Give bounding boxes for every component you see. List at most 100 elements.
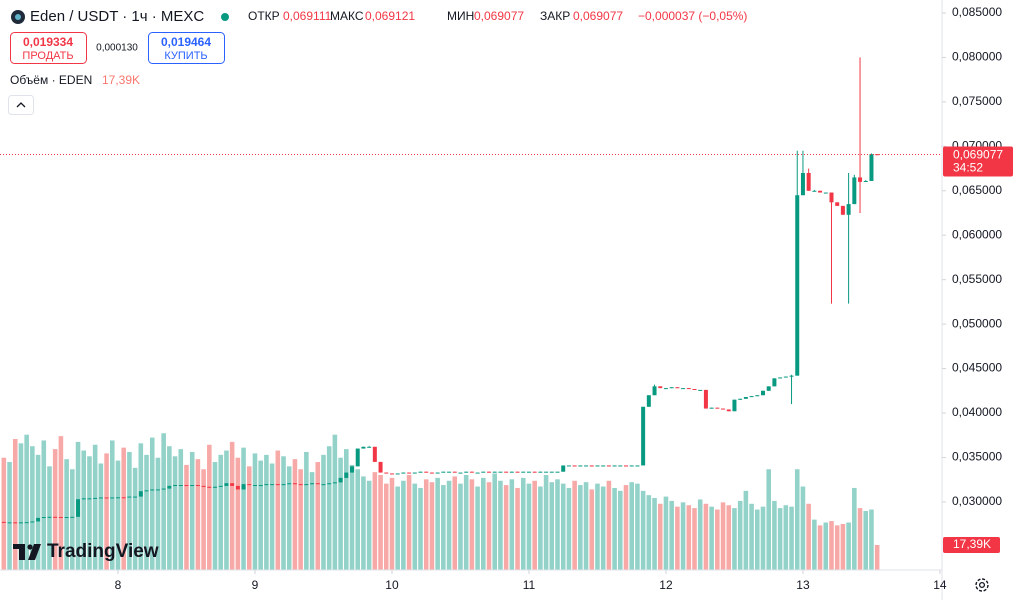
candle-body xyxy=(823,192,828,194)
settings-button[interactable] xyxy=(975,578,989,592)
candle-body xyxy=(275,484,280,486)
volume-bar xyxy=(526,483,532,570)
volume-bar xyxy=(600,486,606,570)
volume-bar xyxy=(423,479,429,570)
volume-bar xyxy=(829,521,834,570)
x-tick-label: 13 xyxy=(796,578,810,592)
volume-bar xyxy=(532,480,537,570)
candle-body xyxy=(858,177,863,182)
candle-body xyxy=(230,483,235,486)
sell-box[interactable] xyxy=(10,32,87,64)
candle-body xyxy=(412,472,417,474)
y-tick-label: 0,085000 xyxy=(952,5,1002,19)
volume-bar xyxy=(395,486,400,570)
gear-outer[interactable] xyxy=(975,578,989,592)
volume-bar xyxy=(241,447,246,570)
candle-body xyxy=(287,483,292,485)
ohlc-value: 0,069121 xyxy=(365,9,415,23)
x-tick-label: 12 xyxy=(659,578,673,592)
volume-bar xyxy=(47,466,52,570)
candle-body xyxy=(247,484,252,486)
x-tick-label: 10 xyxy=(385,578,399,592)
volume-bar xyxy=(509,479,515,570)
candle-body xyxy=(646,395,651,407)
candle-body xyxy=(509,471,514,473)
gear-inner[interactable] xyxy=(978,581,986,589)
candle-body xyxy=(795,195,800,376)
candle-body xyxy=(361,446,366,449)
volume-bar xyxy=(412,483,418,570)
volume-bar xyxy=(264,454,269,570)
volume-bar xyxy=(817,525,823,570)
volume-bar xyxy=(635,483,640,570)
y-tick-label: 0,040000 xyxy=(952,405,1002,419)
candle-body xyxy=(544,471,549,473)
buy-label[interactable]: КУПИТЬ xyxy=(164,50,207,62)
candle-body xyxy=(686,388,691,390)
candle-body xyxy=(315,483,320,485)
candle-body xyxy=(58,517,63,519)
candle-body xyxy=(492,471,497,473)
candle-body xyxy=(772,378,777,387)
candle-body xyxy=(13,522,18,524)
candle-body xyxy=(127,496,132,498)
candle-body xyxy=(532,471,537,473)
volume-bar xyxy=(178,449,184,570)
collapse-box[interactable] xyxy=(8,95,34,115)
y-tick-label: 0,050000 xyxy=(952,316,1002,330)
candle-body xyxy=(566,465,571,467)
volume-bar xyxy=(486,482,492,570)
collapse-button[interactable] xyxy=(8,95,34,115)
volume-bar xyxy=(543,475,549,570)
volume-bar xyxy=(207,444,212,570)
volume-bar xyxy=(35,454,41,570)
candle-body xyxy=(429,472,434,474)
volume-bar xyxy=(435,477,440,570)
buy-price[interactable]: 0,019464 xyxy=(161,35,211,49)
sell-price[interactable]: 0,019334 xyxy=(23,35,73,49)
candle-body xyxy=(104,497,109,499)
candle-body xyxy=(732,399,737,412)
candle-body xyxy=(407,472,412,474)
candle-body xyxy=(24,522,29,524)
volume-bar xyxy=(366,480,372,570)
candle-body xyxy=(698,389,703,391)
candle-body xyxy=(98,497,103,499)
volume-bar xyxy=(463,475,469,570)
logo-part xyxy=(27,544,33,550)
candle-body xyxy=(589,465,594,467)
ohlc-label: ЗАКР xyxy=(540,9,570,23)
symbol-title[interactable]: Eden / USDT · 1ч · MEXC xyxy=(30,8,204,25)
volume-tag xyxy=(943,536,1000,553)
candle-body xyxy=(190,485,195,487)
y-tick-label: 0,045000 xyxy=(952,361,1002,375)
candle-body xyxy=(869,154,874,181)
candle-body xyxy=(504,471,509,473)
candle-body xyxy=(218,485,223,487)
volume-bar xyxy=(81,450,87,570)
volume-bar xyxy=(555,479,560,570)
sell-button[interactable]: 0,019334 ПРОДАТЬ xyxy=(10,32,87,64)
buy-button[interactable]: 0,019464 КУПИТЬ xyxy=(148,32,225,64)
candle-body xyxy=(681,388,686,390)
volume-bar xyxy=(401,480,406,570)
candle-body xyxy=(749,396,754,398)
collapse-chevron[interactable] xyxy=(16,102,26,108)
volume-bar xyxy=(64,459,69,570)
volume-bar xyxy=(229,441,235,570)
sell-label[interactable]: ПРОДАТЬ xyxy=(22,50,73,62)
buy-box[interactable] xyxy=(148,32,225,64)
volume-bar xyxy=(212,462,218,570)
volume-bar xyxy=(104,453,109,570)
volume-bar xyxy=(269,463,275,570)
volume-bar xyxy=(732,508,737,570)
candle-body xyxy=(298,484,303,486)
volume-bar xyxy=(195,459,201,570)
candle-body xyxy=(715,407,720,409)
candle-body xyxy=(692,389,697,391)
watermark-logo xyxy=(13,544,41,560)
volume-bar xyxy=(595,483,600,570)
volume-bar xyxy=(606,480,612,570)
candle-body xyxy=(538,471,543,473)
candle-body xyxy=(167,485,172,489)
